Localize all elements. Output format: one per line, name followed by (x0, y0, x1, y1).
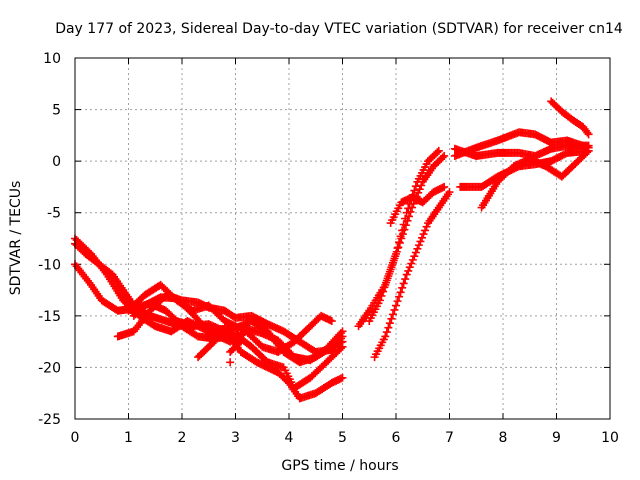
x-tick-label: 10 (601, 430, 619, 446)
data-point-marker (226, 347, 235, 356)
series-track-8 (370, 188, 454, 362)
y-tick-label: -5 (47, 206, 61, 222)
data-point-marker (390, 305, 399, 314)
data-point-marker (404, 266, 413, 275)
y-tick-label: -20 (38, 360, 61, 376)
data-point-marker (433, 148, 442, 157)
y-tick-label: -25 (38, 412, 61, 428)
data-point-marker (384, 272, 393, 281)
x-axis-ticks: 0 1 2 3 4 5 6 7 8 9 10 (71, 58, 619, 446)
series-track-16 (547, 97, 593, 139)
data-point-marker (387, 263, 396, 272)
y-axis-label: SDTVAR / TECUs (8, 181, 24, 296)
data-point-marker (402, 208, 411, 217)
data-point-marker (385, 267, 394, 276)
x-tick-label: 5 (338, 430, 347, 446)
data-point-marker (396, 232, 405, 241)
data-point-marker (393, 244, 402, 253)
series-track-7 (194, 322, 347, 365)
data-point-marker (384, 323, 393, 332)
data-point-marker (381, 280, 390, 289)
data-point-marker (440, 151, 449, 160)
data-point-marker (401, 275, 410, 284)
data-point-marker (399, 279, 408, 288)
data-points (71, 97, 593, 403)
data-point-marker (382, 276, 391, 285)
y-tick-label: 0 (52, 154, 61, 170)
data-point-marker (405, 263, 414, 272)
data-point-marker (336, 329, 345, 338)
x-tick-label: 0 (71, 430, 80, 446)
data-point-marker (338, 373, 347, 382)
chart-title: Day 177 of 2023, Sidereal Day-to-day VTE… (55, 21, 623, 37)
data-point-marker (388, 258, 397, 267)
data-point-marker (416, 237, 425, 246)
data-point-marker (395, 238, 404, 247)
series-track-13 (450, 128, 593, 160)
data-point-marker (395, 292, 404, 301)
data-point-marker (584, 130, 593, 139)
x-tick-label: 8 (499, 430, 508, 446)
x-tick-label: 2 (178, 430, 187, 446)
data-point-marker (422, 222, 431, 231)
series-track-11 (386, 182, 449, 228)
data-point-marker (390, 254, 399, 263)
data-point-marker (227, 346, 236, 355)
data-point-marker (411, 182, 420, 191)
y-tick-label: 5 (52, 103, 61, 119)
data-point-marker (388, 310, 397, 319)
data-point-marker (381, 332, 390, 341)
series-track-15 (477, 146, 593, 212)
data-point-marker (410, 252, 419, 261)
y-tick-label: -10 (38, 257, 61, 273)
y-axis-ticks: -25 -20 -15 -10 -5 0 5 10 (38, 51, 610, 428)
y-tick-label: -15 (38, 309, 61, 325)
data-point-marker (434, 146, 443, 155)
data-point-marker (417, 233, 426, 242)
data-point-marker (440, 182, 449, 191)
data-point-marker (392, 301, 400, 310)
data-point-marker (398, 226, 407, 235)
data-point-marker (327, 317, 336, 326)
x-axis-label: GPS time / hours (281, 458, 398, 474)
data-point-marker (338, 327, 347, 336)
data-point-marker (387, 314, 396, 323)
data-point-marker (382, 328, 391, 337)
data-point-marker (413, 244, 422, 253)
data-point-marker (421, 226, 430, 235)
data-point-marker (392, 249, 400, 258)
x-tick-label: 3 (231, 430, 240, 446)
data-point-marker (411, 248, 420, 257)
x-tick-label: 1 (124, 430, 133, 446)
data-point-marker (385, 319, 394, 328)
y-tick-label: 10 (43, 51, 61, 67)
data-point-marker (410, 186, 419, 195)
data-point-marker (438, 153, 447, 162)
data-point-marker (398, 283, 407, 292)
series-track-5 (113, 291, 347, 356)
x-tick-label: 9 (552, 430, 561, 446)
data-point-marker (402, 270, 411, 279)
data-point-marker (445, 188, 454, 197)
x-tick-label: 6 (392, 430, 401, 446)
data-point-marker (408, 255, 417, 264)
data-point-marker (419, 230, 428, 239)
x-tick-label: 7 (445, 430, 454, 446)
data-point-marker (399, 220, 408, 229)
grid-lines (75, 58, 610, 419)
data-point-marker (401, 214, 410, 223)
data-point-marker (583, 148, 592, 157)
data-point-marker (414, 241, 423, 250)
data-point-marker (407, 259, 416, 268)
data-point-marker (584, 146, 593, 155)
x-tick-label: 4 (285, 430, 294, 446)
plot-frame (74, 57, 611, 420)
data-point-marker (583, 128, 592, 137)
data-point-marker (393, 297, 402, 306)
data-point-marker (226, 358, 235, 367)
data-point-marker (396, 288, 405, 297)
data-point-marker (404, 204, 413, 213)
